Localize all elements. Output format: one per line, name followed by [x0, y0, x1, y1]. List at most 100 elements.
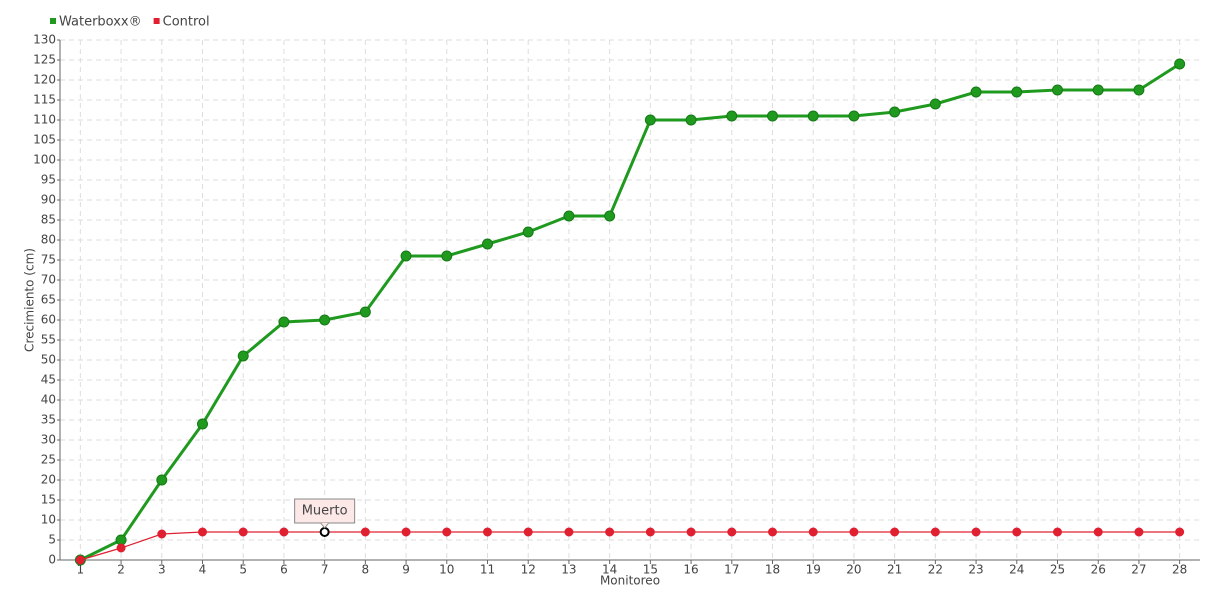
- data-point: [1133, 84, 1145, 96]
- data-point: [848, 110, 860, 122]
- data-point: [727, 527, 737, 537]
- data-point: [400, 250, 412, 262]
- data-point: [808, 527, 818, 537]
- data-point: [279, 527, 289, 537]
- data-point: [523, 527, 533, 537]
- x-tick-label: 3: [158, 563, 166, 577]
- series-line: [79, 62, 1181, 562]
- data-point: [522, 226, 534, 238]
- y-axis-title: Crecimiento (cm): [23, 248, 37, 352]
- data-point: [644, 114, 656, 126]
- data-point: [890, 527, 900, 537]
- data-point: [1093, 527, 1103, 537]
- data-point: [889, 106, 901, 118]
- data-point: [1174, 58, 1186, 70]
- x-tick-label: 16: [683, 563, 698, 577]
- data-point: [564, 527, 574, 537]
- y-tick-label: 40: [41, 393, 56, 407]
- y-tick-label: 10: [41, 513, 56, 527]
- y-tick-label: 95: [41, 173, 56, 187]
- data-point: [768, 527, 777, 537]
- x-tick-label: 20: [846, 563, 861, 577]
- y-tick-label: 35: [41, 413, 56, 427]
- y-tick-label: 85: [41, 213, 56, 227]
- x-tick-label: 1: [77, 563, 85, 577]
- legend-label: Waterboxx®: [59, 15, 142, 30]
- y-tick-label: 5: [48, 533, 56, 547]
- data-point: [483, 527, 492, 537]
- data-point: [482, 238, 493, 250]
- data-point: [116, 543, 126, 553]
- y-tick-label: 25: [41, 453, 56, 467]
- y-tick-label: 125: [33, 53, 56, 67]
- data-point: [360, 527, 370, 537]
- annotation-pointer: [320, 522, 330, 529]
- y-tick-label: 20: [41, 473, 56, 487]
- data-point: [75, 555, 85, 565]
- data-point: [767, 110, 778, 122]
- y-tick-label: 30: [41, 433, 56, 447]
- x-tick-label: 27: [1131, 563, 1146, 577]
- x-tick-label: 24: [1009, 563, 1024, 577]
- x-tick-label: 18: [765, 563, 780, 577]
- data-point: [156, 474, 168, 486]
- x-tick-label: 10: [439, 563, 454, 577]
- data-point: [970, 86, 982, 98]
- legend-swatch: [153, 18, 160, 24]
- y-tick-label: 120: [33, 73, 56, 87]
- series-line: [80, 531, 1180, 561]
- y-tick-label: 105: [33, 133, 56, 147]
- y-tick-label: 15: [41, 493, 56, 507]
- data-point: [685, 114, 697, 126]
- data-point: [645, 527, 655, 537]
- data-point: [278, 316, 290, 328]
- data-point: [807, 110, 819, 122]
- data-point: [604, 210, 616, 222]
- data-point: [442, 527, 452, 537]
- y-tick-label: 80: [41, 233, 56, 247]
- x-tick-label: 17: [724, 563, 739, 577]
- data-point: [563, 210, 575, 222]
- data-point: [1092, 84, 1104, 96]
- data-point: [238, 527, 248, 537]
- data-point: [441, 250, 453, 262]
- x-tick-label: 13: [561, 563, 576, 577]
- data-point: [1175, 527, 1185, 537]
- y-tick-label: 0: [48, 553, 56, 567]
- annotation-box: [294, 498, 356, 524]
- x-tick-label: 15: [643, 563, 658, 577]
- y-tick-label: 50: [41, 353, 56, 367]
- x-tick-label: 22: [928, 563, 943, 577]
- x-tick-label: 7: [321, 563, 329, 577]
- data-point: [1134, 527, 1144, 537]
- y-tick-label: 65: [41, 293, 56, 307]
- y-tick-label: 70: [41, 273, 56, 287]
- data-point: [849, 527, 859, 537]
- x-tick-label: 25: [1050, 563, 1065, 577]
- y-tick-label: 100: [33, 153, 56, 167]
- data-point: [930, 527, 940, 537]
- x-tick-label: 23: [968, 563, 983, 577]
- data-point: [605, 527, 615, 537]
- x-tick-label: 9: [402, 563, 410, 577]
- x-tick-label: 11: [480, 563, 495, 577]
- annotation-text: Muerto: [302, 504, 348, 519]
- y-tick-label: 60: [41, 313, 56, 327]
- x-tick-label: 19: [806, 563, 821, 577]
- data-point: [1011, 86, 1023, 98]
- x-axis-title: Monitoreo: [600, 574, 660, 588]
- data-point: [157, 529, 167, 539]
- y-tick-label: 75: [41, 253, 56, 267]
- data-point: [359, 306, 371, 318]
- x-tick-label: 6: [280, 563, 288, 577]
- x-tick-label: 28: [1172, 563, 1187, 577]
- data-point: [1052, 84, 1063, 96]
- data-point: [726, 110, 738, 122]
- x-tick-label: 5: [239, 563, 247, 577]
- x-tick-label: 21: [887, 563, 902, 577]
- data-point: [319, 314, 331, 326]
- y-tick-label: 45: [41, 373, 56, 387]
- legend-swatch: [50, 18, 56, 24]
- data-point: [1012, 527, 1022, 537]
